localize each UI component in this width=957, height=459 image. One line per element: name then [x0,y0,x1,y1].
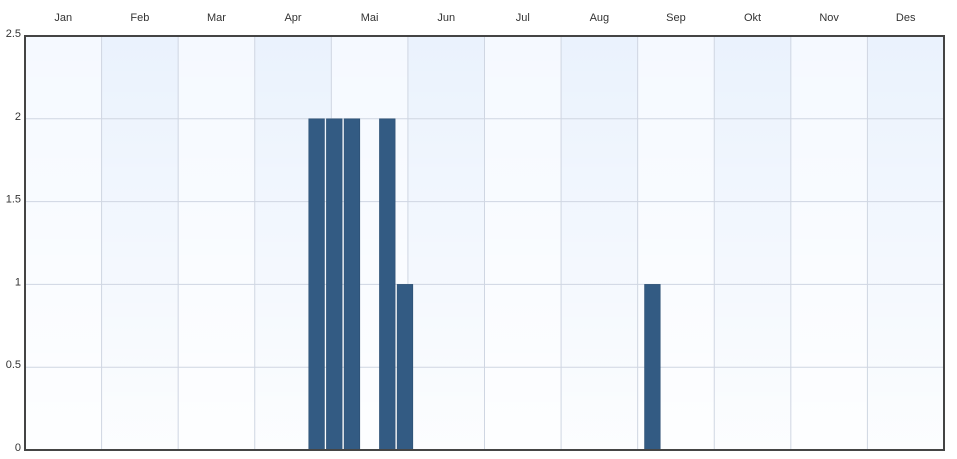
bar [379,118,396,451]
bar [644,284,661,451]
x-tick-label: Nov [819,12,839,24]
bar [343,118,361,451]
plot-frame [24,35,945,451]
bar [396,284,414,451]
x-tick-label: Jun [437,12,455,24]
x-tick-label: Mai [361,12,379,24]
y-tick-label: 2.5 [6,28,21,40]
x-tick-label: Okt [744,12,761,24]
x-tick-label: Sep [666,12,686,24]
bar [326,118,343,451]
y-tick-label: 1.5 [6,194,21,206]
x-tick-label: Feb [130,12,149,24]
y-tick-label: 2 [15,111,21,123]
x-tick-label: Jan [54,12,72,24]
x-tick-label: Aug [590,12,610,24]
x-tick-label: Apr [284,12,301,24]
x-tick-label: Mar [207,12,226,24]
y-tick-label: 0.5 [6,359,21,371]
x-tick-label: Jul [516,12,530,24]
y-tick-label: 0 [15,442,21,454]
x-tick-label: Des [896,12,916,24]
bar [308,118,325,451]
y-tick-label: 1 [15,276,21,288]
